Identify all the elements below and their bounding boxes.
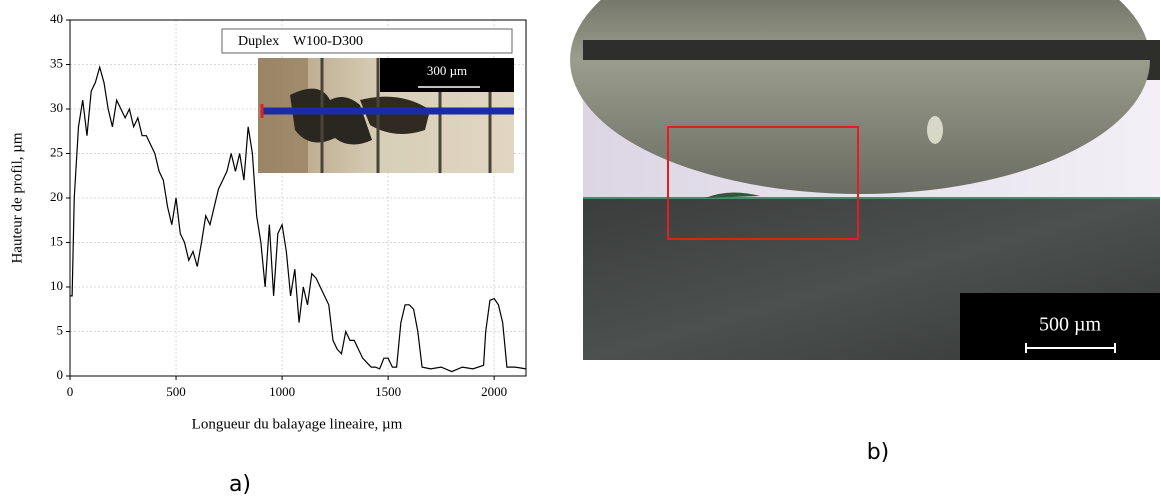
- scale-label: 500 µm: [1039, 314, 1102, 336]
- x-axis-label: Longueur du balayage lineaire, µm: [192, 416, 403, 432]
- x-tick-label: 1000: [269, 384, 295, 399]
- profile-line: [70, 64, 527, 373]
- y-tick-label: 35: [50, 55, 63, 70]
- caption: b): [867, 440, 890, 465]
- legend-label: Duplex W100-D300: [238, 34, 363, 49]
- x-tick-label: 0: [67, 384, 74, 399]
- y-tick-label: 30: [50, 100, 63, 115]
- x-tick-label: 1500: [375, 384, 401, 399]
- plot-frame: [69, 19, 527, 377]
- photo: 500 µm: [570, 0, 1160, 360]
- caption: a): [229, 472, 251, 497]
- y-tick-label: 25: [50, 144, 63, 159]
- inset-scale-label: 300 µm: [427, 63, 467, 78]
- x-tick-label: 2000: [481, 384, 507, 399]
- y-tick-label: 5: [57, 322, 64, 337]
- y-tick-label: 20: [50, 189, 63, 204]
- y-tick-label: 0: [57, 367, 64, 382]
- legend-box: [221, 28, 513, 54]
- x-tick-label: 500: [166, 384, 186, 399]
- y-tick-label: 15: [50, 233, 63, 248]
- y-axis-label: Hauteur de profil, µm: [9, 132, 25, 263]
- y-tick-label: 10: [50, 278, 63, 293]
- y-tick-label: 40: [50, 11, 63, 26]
- inset-image: 300 µm: [258, 58, 514, 173]
